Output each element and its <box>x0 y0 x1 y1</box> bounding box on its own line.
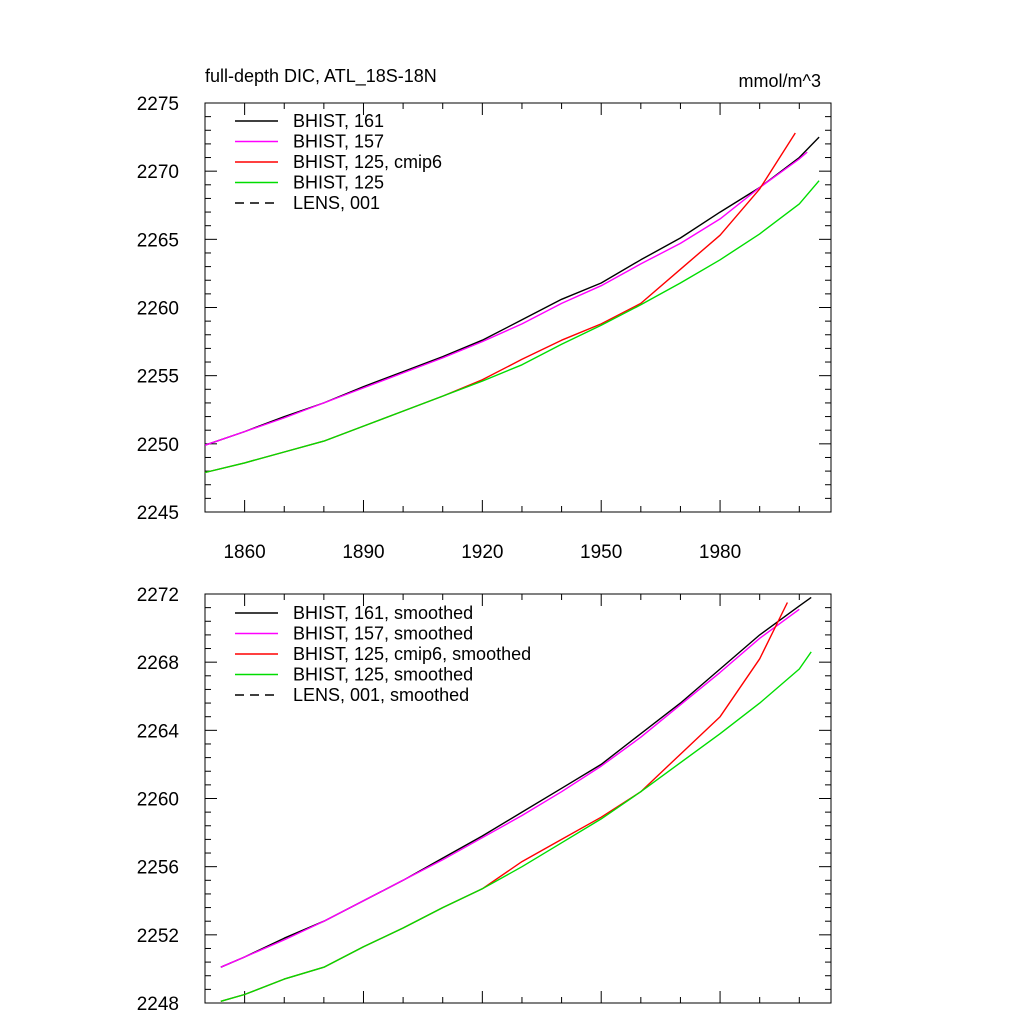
y-tick-label: 2250 <box>137 435 179 456</box>
legend-label: BHIST, 161, smoothed <box>293 603 473 623</box>
y-tick-label: 2260 <box>137 790 179 811</box>
series-line-2 <box>204 151 808 446</box>
legend-label: BHIST, 157, smoothed <box>293 624 473 644</box>
legend-label: BHIST, 157 <box>293 132 384 152</box>
y-tick-label: 2260 <box>137 299 179 320</box>
chart-title: full-depth DIC, ATL_18S-18N <box>205 66 437 87</box>
y-tick-label: 2252 <box>137 926 179 947</box>
series-line-4 <box>220 651 812 1002</box>
x-tick-label: 1890 <box>342 542 384 563</box>
legend-label: BHIST, 125 <box>293 173 384 193</box>
series-line-4 <box>204 180 820 474</box>
legend-label: BHIST, 125, cmip6 <box>293 152 442 172</box>
y-tick-label: 2245 <box>137 503 179 524</box>
units-label: mmol/m^3 <box>739 71 821 91</box>
y-tick-label: 2248 <box>137 994 179 1015</box>
y-tick-label: 2272 <box>137 585 179 606</box>
y-tick-label: 2264 <box>137 721 180 742</box>
y-tick-label: 2268 <box>137 653 179 674</box>
legend-label: BHIST, 125, smoothed <box>293 665 473 685</box>
series-line-2 <box>220 608 800 968</box>
legend-label: LENS, 001, smoothed <box>293 685 469 705</box>
y-tick-label: 2265 <box>137 230 179 251</box>
y-tick-label: 2256 <box>137 858 179 879</box>
y-tick-label: 2275 <box>137 94 179 115</box>
chart-panel-1: 2245 2250 2255 2260 2265 2270 2275 1860 1890 1920… <box>137 66 832 563</box>
x-tick-label: 1860 <box>223 542 265 563</box>
y-tick-label: 2255 <box>137 367 179 388</box>
legend-label: LENS, 001 <box>293 193 380 213</box>
x-tick-label: 1920 <box>461 542 503 563</box>
y-tick-label: 2270 <box>137 162 179 183</box>
legend-label: BHIST, 125, cmip6, smoothed <box>293 644 531 664</box>
chart-panel-2: 2248 2252 2256 2260 2264 2268 2272 BHIST, 161, … <box>137 585 832 1015</box>
legend-label: BHIST, 161 <box>293 111 384 131</box>
x-tick-label: 1950 <box>580 542 622 563</box>
x-tick-label: 1980 <box>699 542 741 563</box>
